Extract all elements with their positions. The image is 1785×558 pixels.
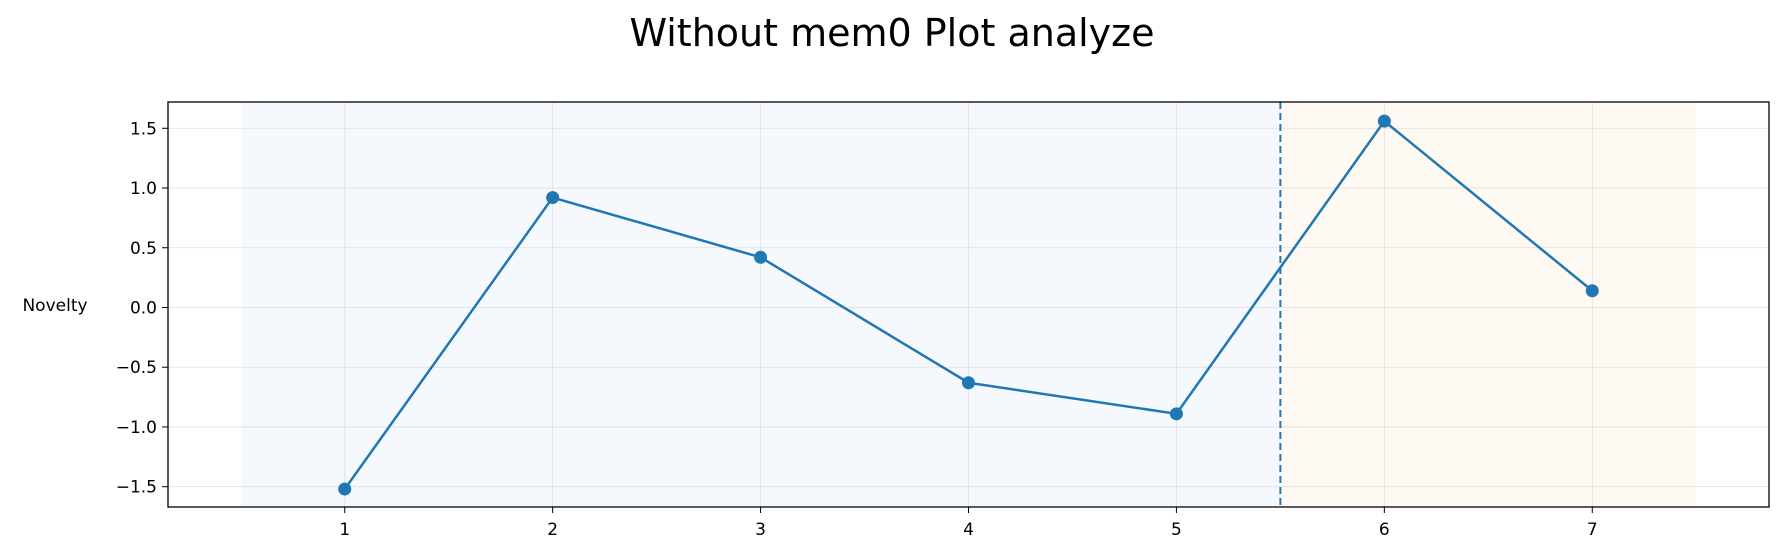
data-point	[1585, 284, 1599, 298]
series	[338, 114, 1599, 496]
y-axis-label: Novelty	[22, 296, 87, 316]
y-tick-label: 1.5	[130, 119, 157, 139]
grid	[168, 102, 1769, 507]
x-tick-label: 1	[339, 520, 350, 540]
shaded-region-2	[1280, 102, 1697, 507]
y-tick-label: −0.5	[116, 358, 157, 378]
x-tick-label: 6	[1379, 520, 1390, 540]
data-point	[1169, 407, 1183, 421]
x-tick-label: 4	[963, 520, 974, 540]
chart-title: Without mem0 Plot analyze	[630, 11, 1155, 55]
y-tick-label: 1.0	[130, 179, 157, 199]
data-point	[338, 482, 352, 496]
x-tick-label: 5	[1171, 520, 1182, 540]
data-point	[962, 376, 975, 390]
data-point	[1377, 114, 1391, 128]
y-tick-label: 0.0	[130, 298, 157, 318]
y-tick-label: −1.5	[116, 478, 157, 498]
x-tick-label: 7	[1587, 520, 1598, 540]
y-tick-label: 0.5	[130, 239, 157, 259]
y-tick-label: −1.0	[116, 418, 157, 438]
x-tick-label: 2	[547, 520, 558, 540]
ticks: 1 2 3 4 5 6 7 1.5 1.0 0.5 0.0 −0.5 −1.0 −1.5	[116, 119, 1598, 540]
data-point	[754, 250, 768, 264]
x-tick-label: 3	[755, 520, 766, 540]
data-point	[546, 191, 560, 205]
